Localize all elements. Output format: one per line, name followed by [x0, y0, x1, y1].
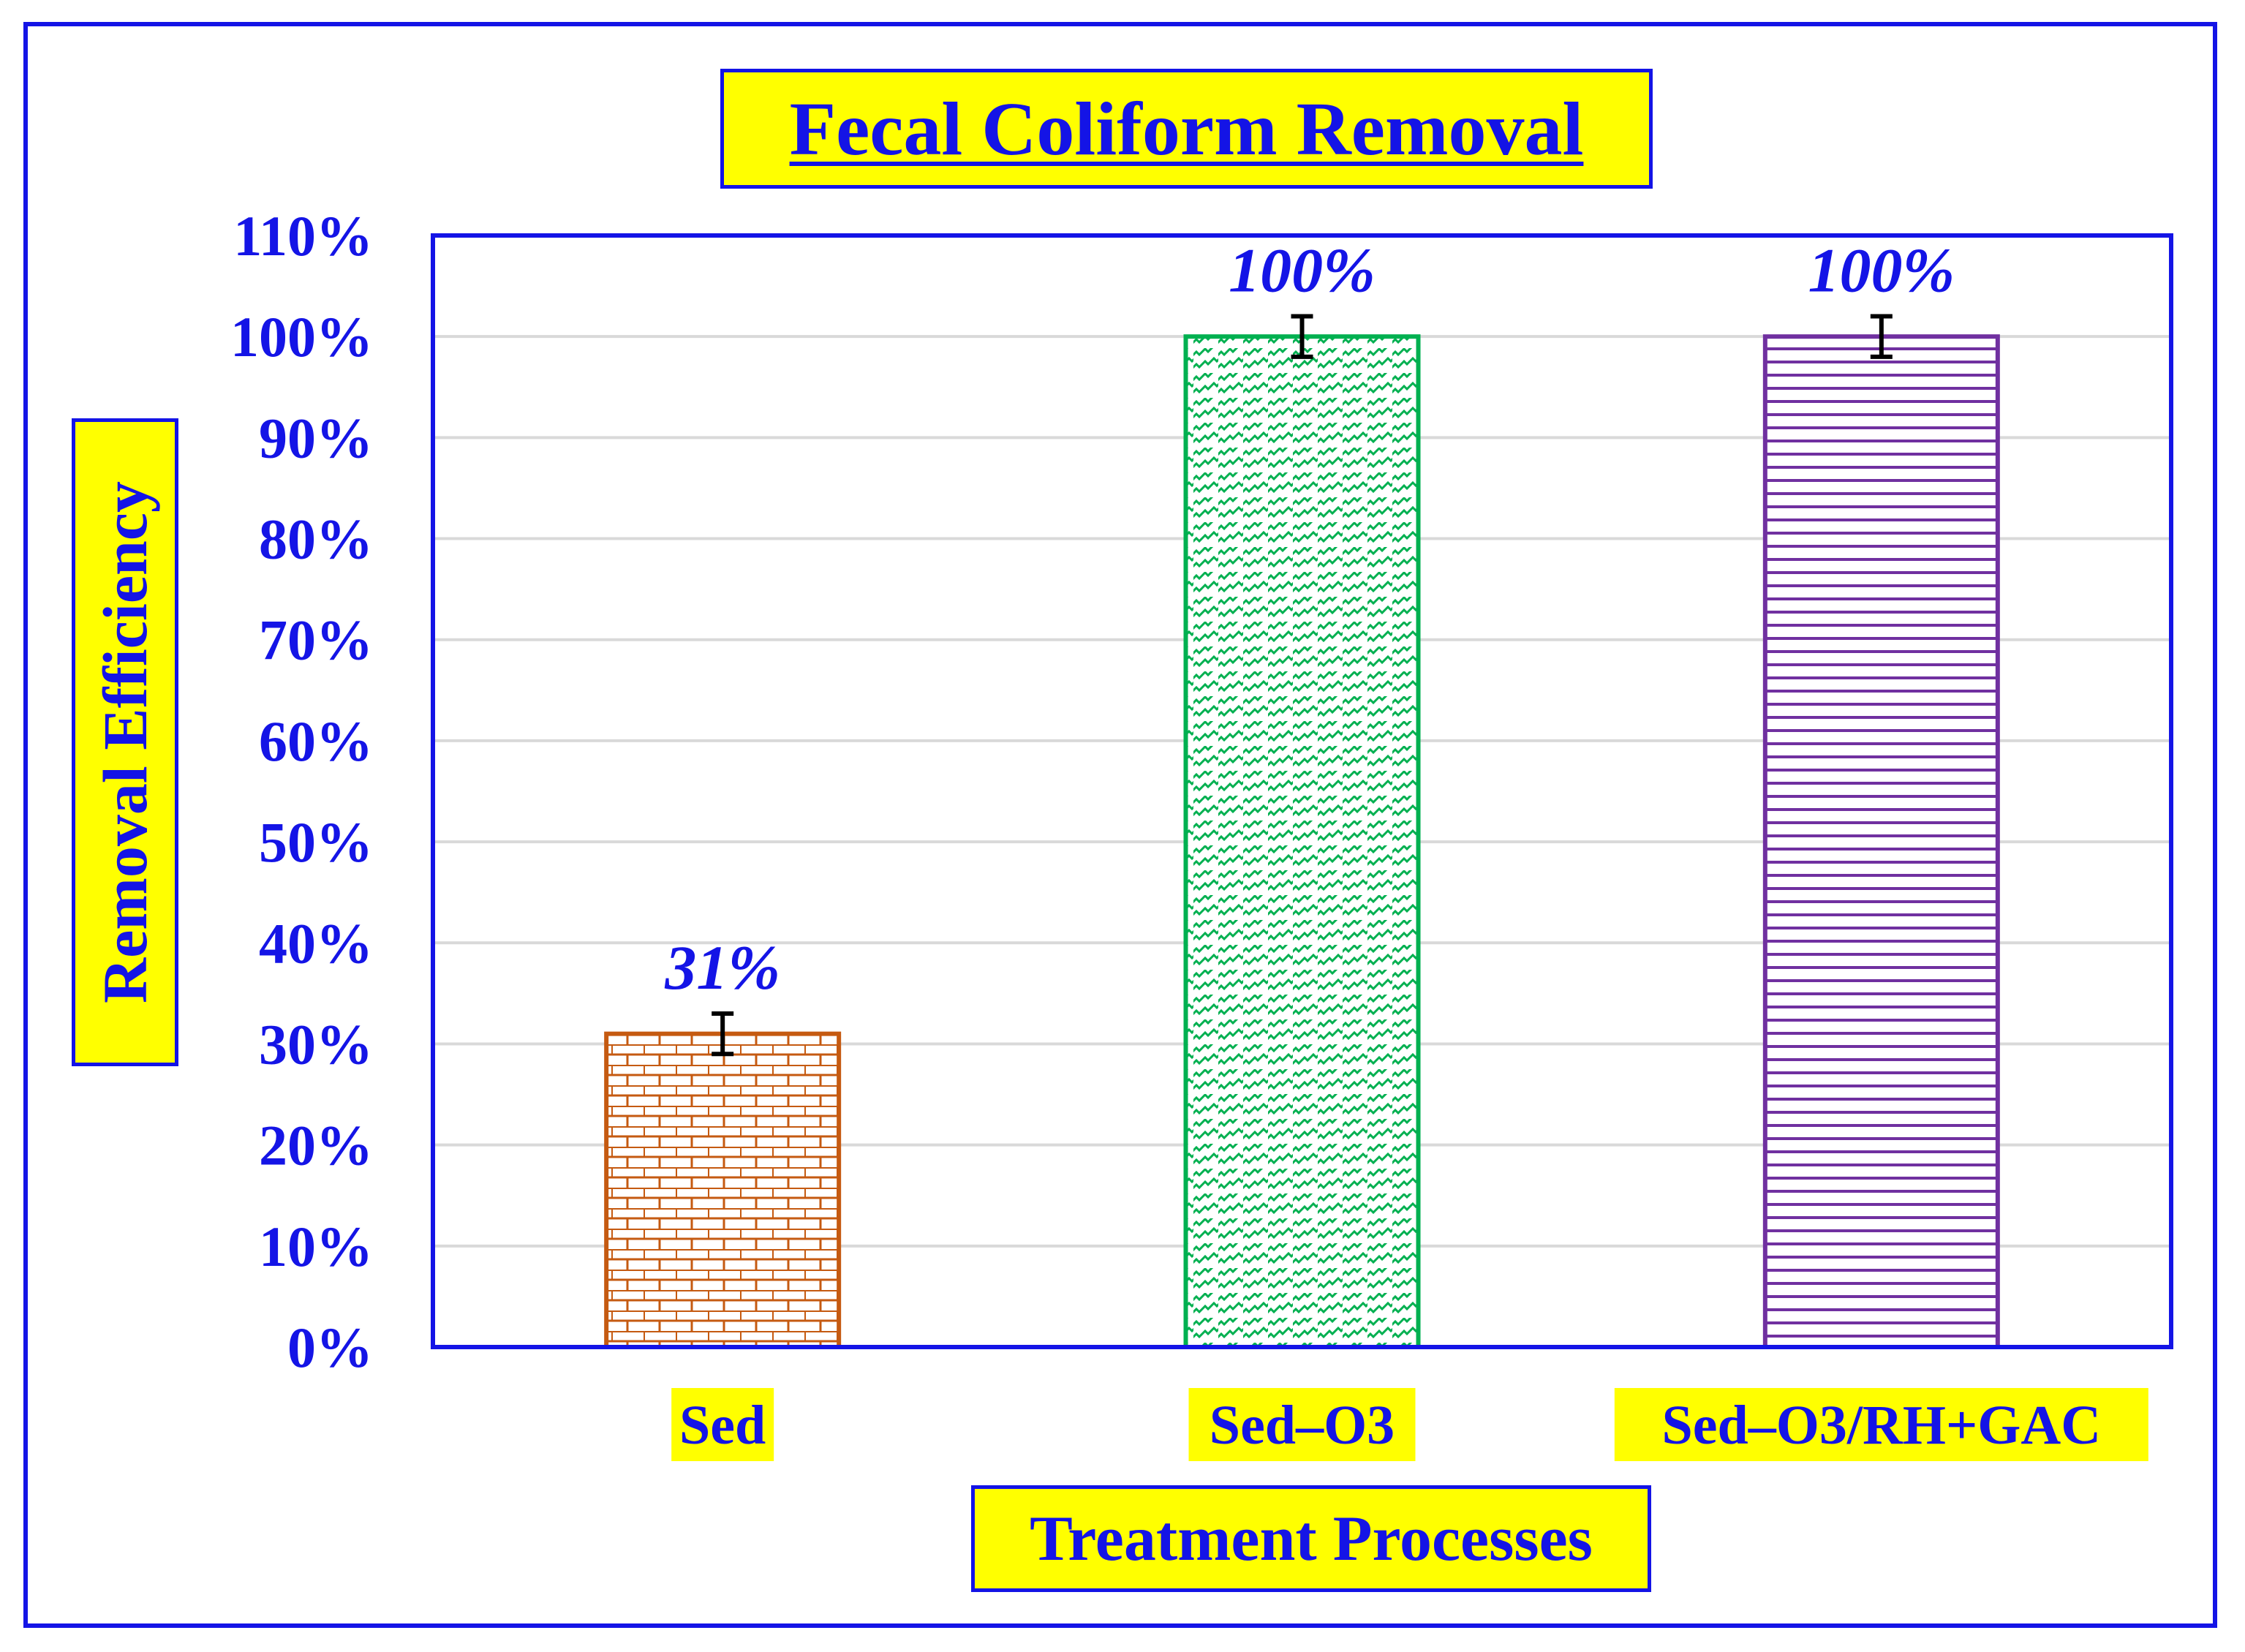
bar [1183, 334, 1421, 1350]
y-tick-label: 10% [259, 1215, 373, 1278]
bar [604, 1031, 842, 1349]
error-bar [712, 1011, 734, 1057]
x-axis-label-box: Treatment Processes [971, 1485, 1651, 1592]
y-tick-label: 60% [259, 709, 373, 773]
error-bar [1870, 314, 1893, 359]
data-label: 100% [1808, 235, 1955, 306]
y-tick-label: 100% [230, 305, 373, 369]
category-label-bg [1188, 1388, 1416, 1461]
y-tick-label: 80% [259, 508, 373, 571]
x-axis-label: Treatment Processes [1030, 1503, 1593, 1574]
data-label: 100% [1229, 235, 1376, 306]
category-label: Sed–O3/RH+GAC [1661, 1395, 2101, 1456]
category-label-bg [1614, 1388, 2148, 1461]
chart-title: Fecal Coliform Removal [789, 86, 1584, 171]
y-axis-label-box: Removal Efficiency [72, 418, 178, 1066]
y-tick-label: 40% [259, 911, 373, 975]
y-tick-label: 30% [259, 1012, 373, 1076]
bar [1762, 334, 2000, 1350]
y-tick-label: 20% [259, 1114, 373, 1177]
data-label: 31% [664, 932, 780, 1003]
category-label-bg [671, 1388, 774, 1461]
y-tick-label: 0% [287, 1316, 373, 1379]
chart-title-box: Fecal Coliform Removal [720, 69, 1653, 189]
category-label: Sed–O3 [1210, 1395, 1395, 1456]
y-tick-label: 70% [259, 608, 373, 672]
y-tick-label: 50% [259, 810, 373, 874]
error-bar [1291, 314, 1313, 359]
y-tick-label: 110% [233, 204, 373, 268]
plot-area-border [431, 233, 2173, 1349]
category-label: Sed [679, 1395, 766, 1456]
y-tick-label: 90% [259, 406, 373, 469]
